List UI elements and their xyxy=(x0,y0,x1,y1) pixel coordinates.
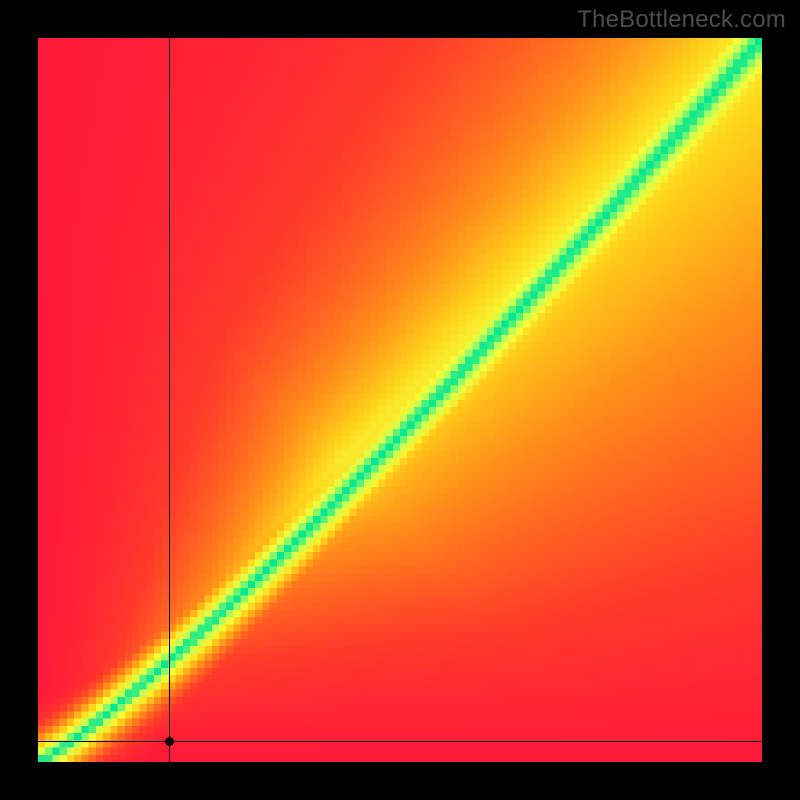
heatmap-plot xyxy=(38,38,762,762)
watermark-text: TheBottleneck.com xyxy=(577,6,786,34)
heatmap-canvas xyxy=(38,38,762,762)
chart-root: TheBottleneck.com xyxy=(0,0,800,800)
